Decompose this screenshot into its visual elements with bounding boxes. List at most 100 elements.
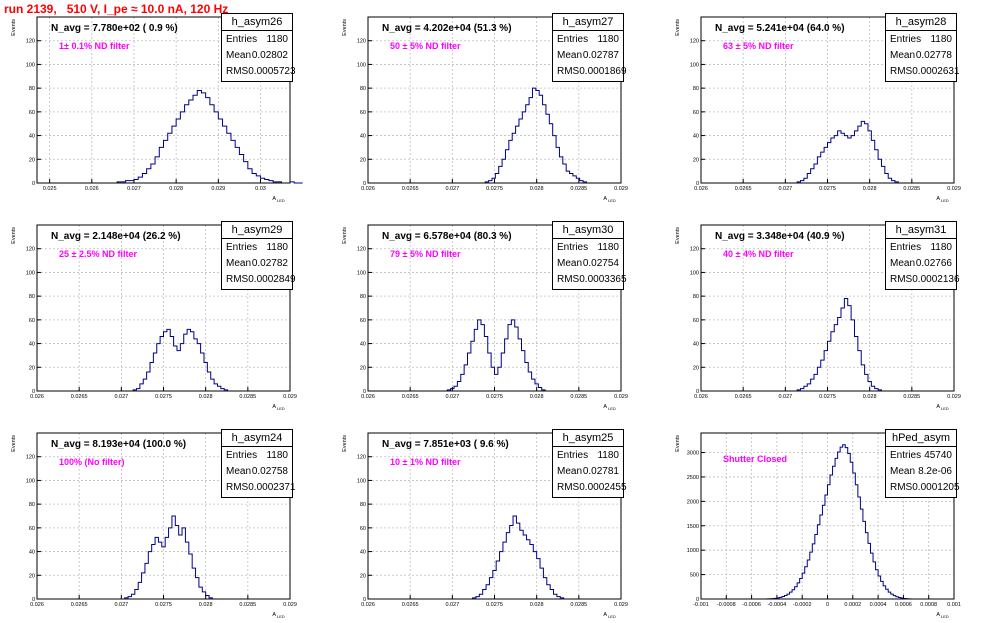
stats-title: h_asym24 xyxy=(221,429,293,447)
x-tick-label: 0.028 xyxy=(199,602,213,608)
stats-value: 0.0002371 xyxy=(248,482,296,493)
stats-entries: Entries 1180 xyxy=(226,448,288,464)
y-tick-label: 100 xyxy=(26,62,35,68)
x-tick-label: 0.0275 xyxy=(819,186,836,192)
y-tick-label: 3000 xyxy=(687,451,699,457)
stats-mean: Mean 0.02758 xyxy=(226,464,288,480)
x-tick-label: 0.029 xyxy=(614,394,628,400)
y-tick-label: 20 xyxy=(693,157,699,163)
y-tick-label: 40 xyxy=(693,134,699,140)
stats-label: RMS xyxy=(226,482,249,493)
x-tick-label: 0.028 xyxy=(530,394,544,400)
y-tick-label: 20 xyxy=(360,365,366,371)
x-tick-label: 0.0275 xyxy=(819,394,836,400)
x-tick-label: 0.026 xyxy=(361,602,375,608)
stats-box: Entries 1180 Mean 0.02781 RMS 0.0002455 xyxy=(552,446,627,498)
stats-box: Entries 45740 Mean 8.2e-06 RMS 0.0001205 xyxy=(885,446,960,498)
stats-value: 0.02787 xyxy=(582,50,619,61)
x-axis-label: A xyxy=(272,612,276,618)
y-tick-label: 120 xyxy=(690,39,699,45)
y-tick-label: 80 xyxy=(693,86,699,92)
filter-note: Shutter Closed xyxy=(723,454,787,464)
x-tick-label: 0.0008 xyxy=(920,602,937,608)
y-tick-label: 0 xyxy=(32,597,35,603)
histogram-plot: -0.001 -0.0008 -0.0006 -0.0004 -0.0002 0 0.000… xyxy=(675,432,961,619)
y-tick-label: 60 xyxy=(360,318,366,324)
y-tick-label: 40 xyxy=(693,342,699,348)
histogram-plot: 0.026 0.0265 0.027 0.0275 0.028 0.0285 0.029 0 2… xyxy=(342,224,628,411)
y-tick-label: 80 xyxy=(29,502,35,508)
stats-title: h_asym31 xyxy=(885,221,957,239)
y-tick-label: 60 xyxy=(29,110,35,116)
stats-value: 0.0002136 xyxy=(912,274,960,285)
stats-value: 1180 xyxy=(930,34,952,45)
x-tick-label: 0.0275 xyxy=(486,394,503,400)
stats-label: RMS xyxy=(226,66,249,77)
stats-rms: RMS 0.0005723 xyxy=(226,64,296,80)
stats-value: 0.0002849 xyxy=(248,274,296,285)
filter-note: 50 ± 5% ND filter xyxy=(390,41,461,51)
x-tick-label: 0.0285 xyxy=(570,186,587,192)
stats-value: 1180 xyxy=(930,242,952,253)
x-tick-label: 0.0275 xyxy=(486,186,503,192)
y-tick-label: 120 xyxy=(357,247,366,253)
stats-rms: RMS 0.0002136 xyxy=(890,272,960,288)
histogram-plot: 0.026 0.0265 0.027 0.0275 0.028 0.0285 0.029 0 2… xyxy=(342,432,628,619)
stats-label: Mean xyxy=(557,258,583,269)
y-tick-label: 20 xyxy=(29,157,35,163)
stats-label: Entries xyxy=(226,34,258,45)
y-tick-label: 80 xyxy=(360,502,366,508)
x-tick-label: 0.028 xyxy=(530,186,544,192)
stats-label: Entries xyxy=(226,450,258,461)
filter-note: 10 ± 1% ND filter xyxy=(390,457,461,467)
x-tick-label: 0.027 xyxy=(445,394,459,400)
x-axis-label: A xyxy=(603,196,607,202)
stats-box: Entries 1180 Mean 0.02754 RMS 0.0003365 xyxy=(552,238,627,290)
stats-mean: Mean 0.02781 xyxy=(557,464,619,480)
stats-value: 0.0002455 xyxy=(579,482,627,493)
x-tick-label: 0.026 xyxy=(361,186,375,192)
stats-value: 1180 xyxy=(597,450,619,461)
y-tick-label: 20 xyxy=(29,573,35,579)
y-axis-label: Events xyxy=(675,19,681,36)
y-tick-label: 40 xyxy=(360,342,366,348)
y-tick-label: 1000 xyxy=(687,548,699,554)
x-tick-label: 0.028 xyxy=(863,186,877,192)
x-axis-label: A xyxy=(936,612,940,618)
y-tick-label: 40 xyxy=(360,134,366,140)
x-tick-label: 0.027 xyxy=(778,186,792,192)
stats-rms: RMS 0.0002455 xyxy=(557,480,627,496)
x-tick-label: 0.026 xyxy=(30,602,44,608)
filter-note: 25 ± 2.5% ND filter xyxy=(59,249,137,259)
stats-label: RMS xyxy=(557,66,580,77)
stats-entries: Entries 1180 xyxy=(557,448,619,464)
x-tick-label: 0.027 xyxy=(445,602,459,608)
stats-value: 8.2e-06 xyxy=(918,466,952,477)
histogram-bars xyxy=(469,515,571,600)
stats-title: h_asym30 xyxy=(552,221,624,239)
y-tick-label: 60 xyxy=(360,526,366,532)
y-tick-label: 1500 xyxy=(687,524,699,530)
y-tick-label: 60 xyxy=(29,526,35,532)
stats-value: 1180 xyxy=(266,242,288,253)
x-axis-label: A xyxy=(936,196,940,202)
stats-box: Entries 1180 Mean 0.02778 RMS 0.0002631 xyxy=(885,30,960,82)
x-tick-label: 0.0265 xyxy=(71,602,88,608)
filter-note: 63 ± 5% ND filter xyxy=(723,41,794,51)
x-tick-label: 0.0265 xyxy=(402,394,419,400)
stats-box: Entries 1180 Mean 0.02758 RMS 0.0002371 xyxy=(221,446,296,498)
stats-title: h_asym26 xyxy=(221,13,293,31)
histogram-panel-h_asym29: 0.026 0.0265 0.027 0.0275 0.028 0.0285 0.029 0 2… xyxy=(7,221,305,415)
y-tick-label: 0 xyxy=(363,389,366,395)
stats-label: Entries xyxy=(890,34,922,45)
x-axis-label: A xyxy=(272,196,276,202)
stats-rms: RMS 0.0002371 xyxy=(226,480,296,496)
stats-label: Entries xyxy=(557,242,589,253)
histogram-plot: 0.026 0.0265 0.027 0.0275 0.028 0.0285 0.029 0 2… xyxy=(11,224,297,411)
x-axis-label: A xyxy=(603,612,607,618)
stats-value: 0.0001205 xyxy=(912,482,960,493)
n-avg-label: N_avg = 4.202e+04 (51.3 %) xyxy=(382,23,512,34)
stats-label: Mean xyxy=(557,466,583,477)
x-axis-label-subscript: LED xyxy=(277,198,285,203)
stats-value: 0.02766 xyxy=(915,258,952,269)
